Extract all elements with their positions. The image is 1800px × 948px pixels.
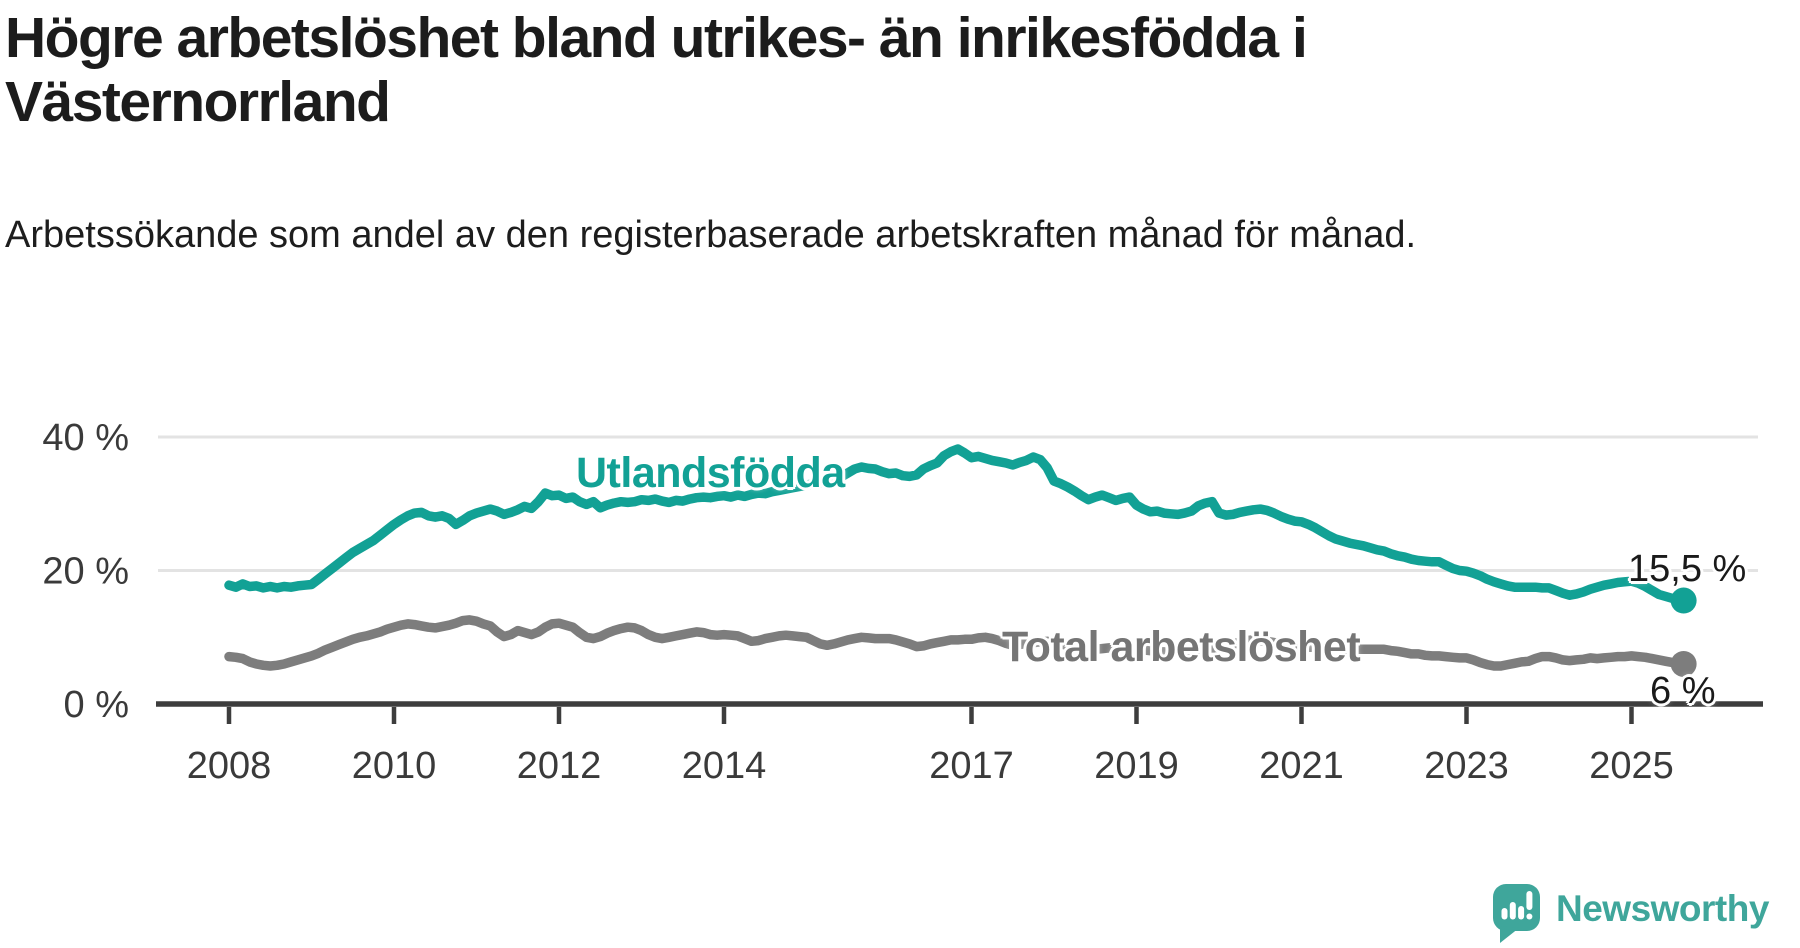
x-tick-label: 2025 — [1589, 745, 1674, 787]
x-tick-label: 2023 — [1424, 745, 1509, 787]
x-tick-label: 2017 — [929, 745, 1014, 787]
series-end-dot-0 — [1670, 587, 1697, 614]
x-tick-label: 2012 — [517, 745, 602, 787]
y-tick-label: 20 % — [42, 551, 129, 593]
page-title: Högre arbetslöshet bland utrikes- än inr… — [5, 6, 1308, 135]
series-label-total: Total arbetslöshet — [1002, 623, 1361, 671]
newsworthy-logo-icon — [1493, 884, 1540, 943]
x-tick-label: 2021 — [1259, 745, 1344, 787]
y-tick-label: 40 % — [42, 417, 129, 459]
x-tick-label: 2014 — [682, 745, 767, 787]
chart-subtitle: Arbetssökande som andel av den registerb… — [5, 214, 1417, 256]
end-value-label-utlandsfodda: 15,5 % — [1628, 548, 1747, 590]
series-label-utlandsfodda: Utlandsfödda — [576, 449, 845, 497]
series-line-0 — [224, 444, 1685, 606]
newsworthy-logo-text: Newsworthy — [1556, 887, 1769, 929]
x-tick-label: 2010 — [352, 745, 437, 787]
x-tick-label: 2019 — [1094, 745, 1179, 787]
x-tick-label: 2008 — [187, 745, 272, 787]
series-line-1 — [224, 615, 1685, 671]
y-tick-label: 0 % — [64, 684, 129, 726]
end-value-label-total: 6 % — [1650, 670, 1716, 712]
newsworthy-logo: Newsworthy — [1492, 882, 1769, 946]
series-end-dot-1 — [1670, 650, 1697, 677]
